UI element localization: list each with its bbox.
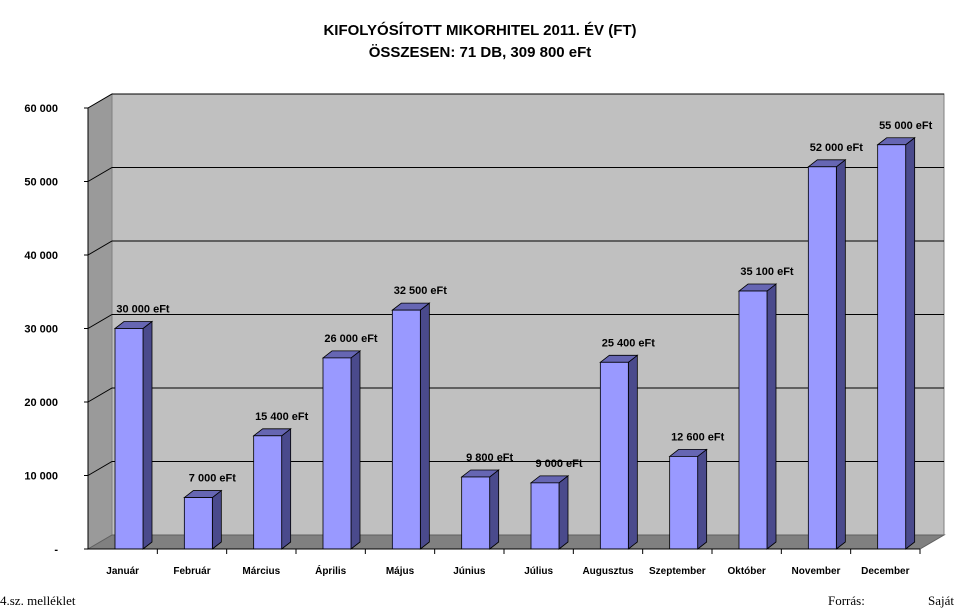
y-tick-label: -: [54, 544, 58, 556]
x-tick-label: December: [861, 566, 909, 577]
data-label: 15 400 eFt: [255, 411, 309, 423]
bar-front: [530, 482, 560, 550]
bar-side: [766, 283, 777, 550]
x-tick-label: Június: [453, 566, 486, 577]
bar: [529, 475, 570, 550]
bar-front: [183, 497, 213, 550]
y-tick-label: 40 000: [24, 250, 58, 262]
data-label: 32 500 eFt: [394, 285, 448, 297]
bar-side: [211, 489, 222, 550]
data-label: 30 000 eFt: [116, 304, 170, 316]
gridline: [87, 167, 944, 182]
y-tick-label: 30 000: [24, 324, 58, 336]
data-label: 12 600 eFt: [671, 431, 725, 443]
bar-side: [835, 158, 846, 550]
bar-side: [281, 427, 292, 550]
bar-front: [807, 166, 837, 550]
x-tick-label: Május: [386, 566, 415, 577]
data-label: 35 100 eFt: [740, 266, 794, 278]
data-label: 52 000 eFt: [810, 142, 864, 154]
footer-annex: 4.sz. melléklet: [0, 593, 76, 608]
x-tick-label: Augusztus: [582, 566, 634, 577]
bar: [113, 320, 154, 550]
bar-front: [669, 455, 699, 550]
x-tick-label: Szeptember: [649, 566, 706, 577]
bar-side: [419, 302, 430, 550]
chart-title: KIFOLYÓSÍTOTT MIKORHITEL 2011. ÉV (FT): [323, 21, 636, 39]
bar-front: [322, 357, 352, 550]
data-label: 25 400 eFt: [602, 337, 656, 349]
x-tick-label: Október: [727, 566, 765, 577]
bar: [599, 354, 639, 550]
x-tick-label: Július: [524, 566, 553, 577]
data-label: 9 800 eFt: [466, 452, 513, 464]
gridlines: [87, 93, 944, 476]
chart-subtitle: ÖSSZESEN: 71 DB, 309 800 eFt: [369, 44, 592, 61]
bar: [183, 489, 223, 550]
x-tick-label: November: [792, 566, 841, 577]
gridline: [87, 93, 944, 109]
y-tick-label: 20 000: [24, 397, 58, 409]
gridline: [87, 387, 944, 403]
x-tick-label: Február: [173, 566, 210, 577]
bar-side: [489, 469, 500, 550]
bar: [668, 448, 708, 550]
bar-front: [738, 290, 768, 550]
x-tick-label: Április: [315, 564, 347, 577]
data-label: 7 000 eFt: [189, 473, 236, 485]
bar: [876, 136, 916, 550]
bar-side: [350, 350, 361, 550]
bar-side: [697, 448, 708, 550]
bar: [737, 283, 778, 550]
bar-front: [461, 476, 491, 550]
bar-front: [391, 309, 421, 550]
bar-front: [599, 361, 629, 550]
bar: [460, 469, 500, 550]
bar: [252, 427, 292, 550]
footer-source-label: Forrás:: [828, 593, 865, 608]
bar-side: [627, 354, 638, 550]
data-label: 26 000 eFt: [324, 333, 378, 345]
bar-front: [877, 144, 907, 550]
gridline: [87, 240, 944, 256]
bar: [321, 350, 362, 550]
bar-side: [142, 320, 153, 550]
x-tick-label: Január: [106, 566, 139, 577]
bar-side: [558, 475, 569, 550]
data-label: 55 000 eFt: [879, 120, 933, 132]
y-tick-label: 10 000: [24, 471, 58, 483]
x-axis: Január Február Március Április Május Június Jú…: [88, 548, 921, 577]
x-tick-label: Március: [242, 566, 280, 577]
bar-side: [905, 136, 916, 550]
bars: 30 000 eFt 7 000 eFt 15 400 eFt 26 000 eFt 3…: [113, 120, 933, 550]
data-label: 9 000 eFt: [535, 458, 582, 470]
gridline: [87, 314, 944, 329]
bar-front: [114, 328, 144, 550]
gridline: [87, 461, 944, 476]
y-tick-label: 60 000: [24, 103, 58, 115]
bar: [391, 302, 431, 550]
bar: [807, 158, 847, 550]
y-tick-label: 50 000: [24, 177, 58, 189]
y-axis: - 10 000 20 000 30 000 40 000 50 000 60 000: [24, 103, 89, 556]
bar-front: [253, 435, 283, 550]
footer-source-value: Saját: [928, 593, 954, 608]
